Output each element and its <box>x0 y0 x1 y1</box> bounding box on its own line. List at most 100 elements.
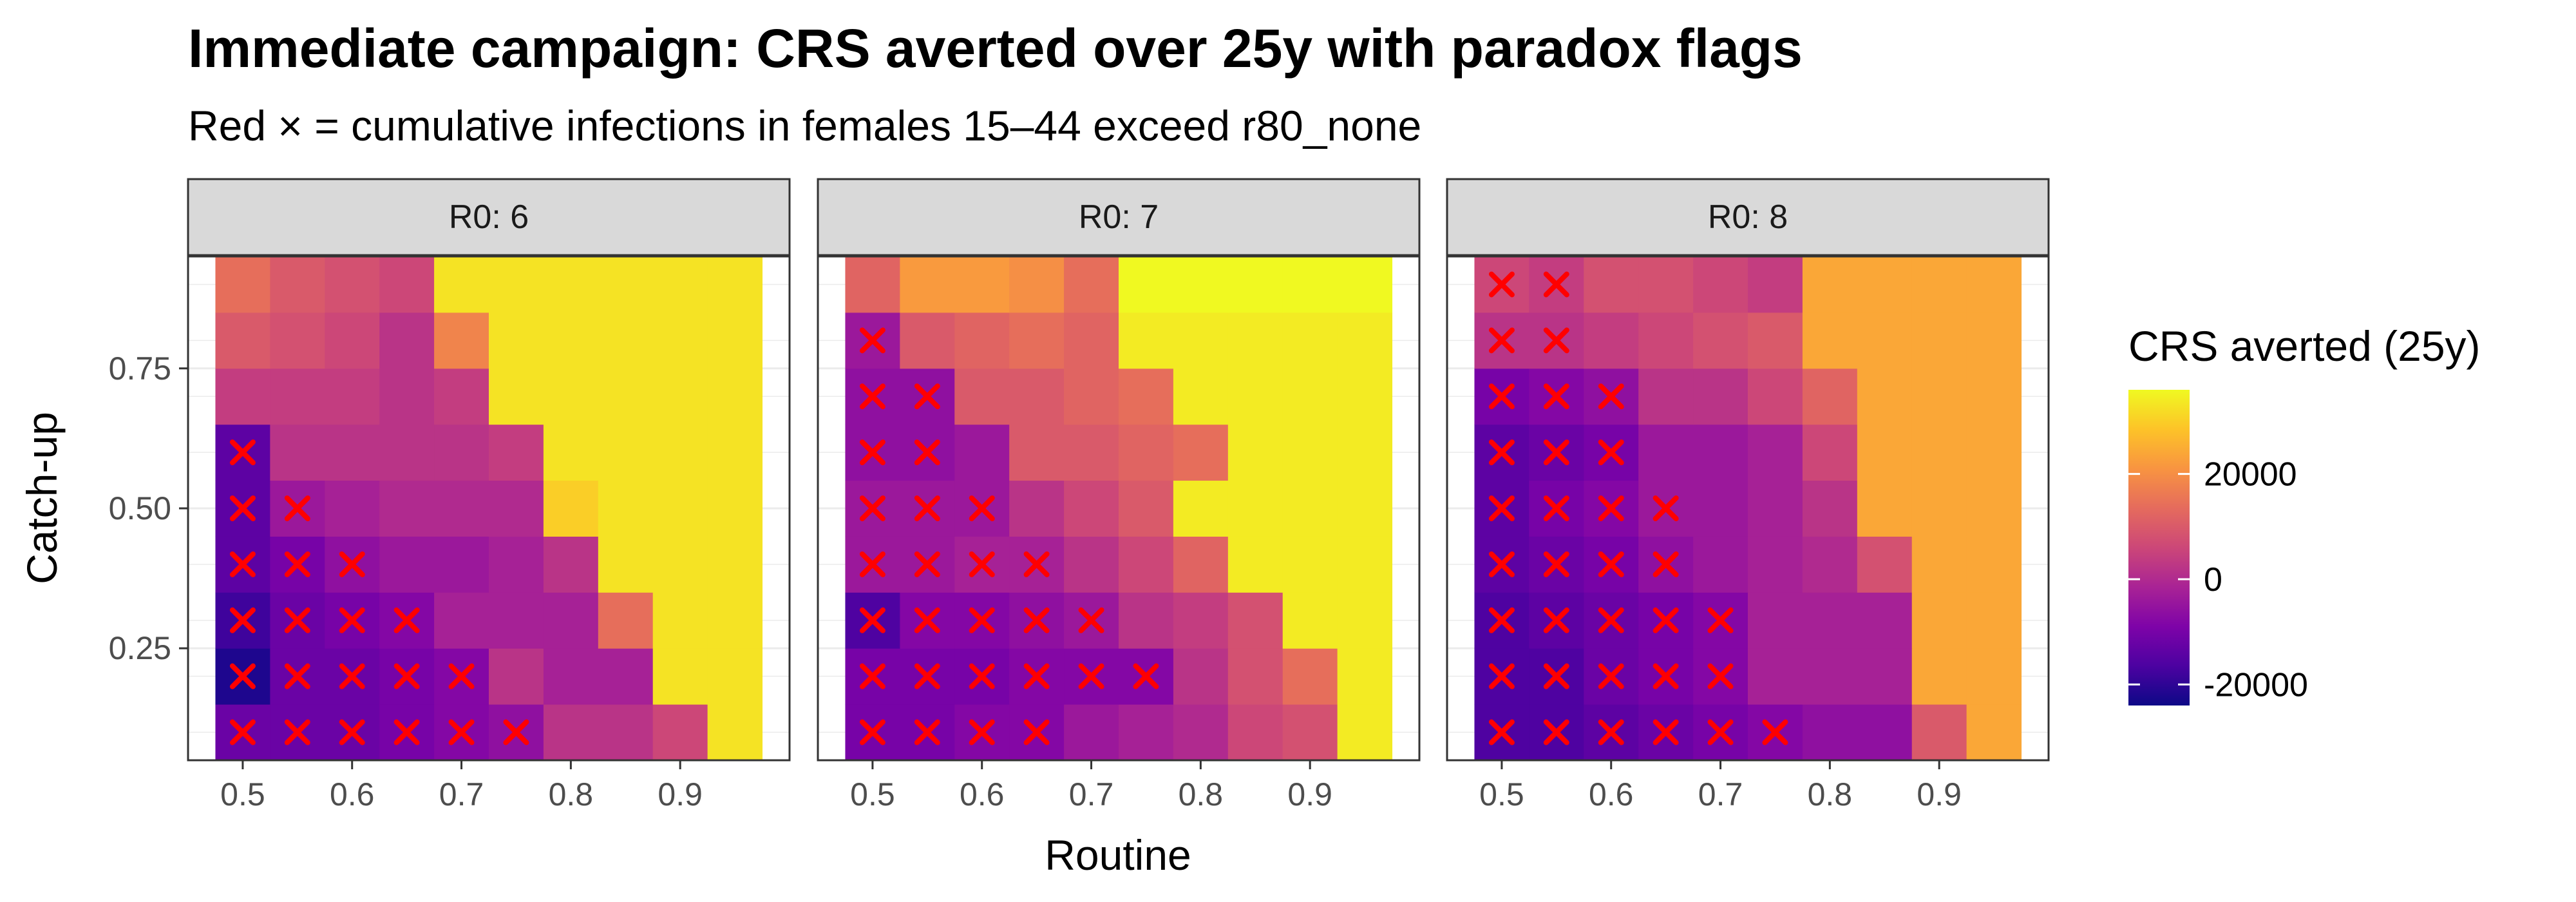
heatmap-cell <box>707 480 763 537</box>
marker-stroke <box>859 607 886 633</box>
heatmap-cell <box>1009 424 1065 481</box>
heatmap-cell <box>1064 424 1119 481</box>
marker-stroke <box>1598 719 1624 745</box>
paradox-marker <box>1707 663 1734 689</box>
marker-stroke <box>1598 551 1624 577</box>
heatmap-cell <box>900 312 955 369</box>
x-tick-label: 0.9 <box>658 776 703 812</box>
paradox-marker <box>1653 719 1679 745</box>
heatmap-cell <box>1802 368 1858 425</box>
heatmap-cell <box>598 648 654 705</box>
paradox-marker <box>448 663 475 689</box>
heatmap-cell <box>1857 480 1913 537</box>
paradox-marker <box>229 607 256 633</box>
marker-stroke <box>859 719 886 745</box>
heatmap-cell <box>270 424 325 481</box>
color-legend: CRS averted (25y) 20000 0 -20000 <box>2128 322 2481 705</box>
heatmap-cell <box>1337 536 1393 593</box>
marker-stroke <box>1488 439 1515 466</box>
heatmap-cell <box>1227 424 1283 481</box>
heatmap-cell <box>1009 368 1065 425</box>
marker-stroke <box>1598 607 1624 633</box>
marker-stroke <box>914 663 940 689</box>
heatmap-cell <box>1802 648 1858 705</box>
heatmap-cell <box>1911 312 1967 369</box>
heatmap-cell <box>1227 480 1283 537</box>
heatmap-cell <box>1227 592 1283 649</box>
paradox-marker <box>1488 495 1515 521</box>
heatmap-cell <box>1693 256 1748 313</box>
marker-stroke <box>1707 663 1734 689</box>
heatmap-cell <box>1911 648 1967 705</box>
paradox-marker <box>1543 327 1569 354</box>
heatmap-cell <box>1064 256 1119 313</box>
heatmap-cell <box>1227 256 1283 313</box>
paradox-marker <box>284 607 310 633</box>
marker-stroke <box>1488 663 1515 689</box>
heatmap-cell <box>1802 312 1858 369</box>
heatmap-cell <box>707 648 763 705</box>
marker-stroke <box>339 663 365 689</box>
heatmap-cell <box>1911 704 1967 761</box>
heatmap-cell <box>543 368 599 425</box>
heatmap-cell <box>1064 536 1119 593</box>
heatmap-cell <box>1282 648 1338 705</box>
heatmap-cell <box>1857 704 1913 761</box>
heatmap-cell <box>707 424 763 481</box>
heatmap-cell <box>1966 480 2022 537</box>
heatmap-cell <box>1802 256 1858 313</box>
marker-stroke <box>1653 719 1679 745</box>
marker-stroke <box>229 495 256 521</box>
marker-stroke <box>1488 551 1515 577</box>
heatmap-cell <box>379 312 435 369</box>
marker-stroke <box>914 551 940 577</box>
marker-stroke <box>859 327 886 354</box>
marker-stroke <box>1078 607 1104 633</box>
panel-border <box>1446 255 2050 762</box>
marker-stroke <box>229 607 256 633</box>
paradox-marker <box>859 327 886 354</box>
heatmap-cell <box>598 592 654 649</box>
paradox-marker <box>229 719 256 745</box>
heatmap-cell <box>325 424 380 481</box>
heatmap-cell <box>1173 704 1229 761</box>
heatmap-cell <box>325 480 380 537</box>
chart-subtitle: Red × = cumulative infections in females… <box>188 102 1421 149</box>
heatmap-cell <box>1857 368 1913 425</box>
heatmap-cell <box>1857 424 1913 481</box>
heatmap-cell <box>1966 592 2022 649</box>
paradox-marker <box>859 383 886 410</box>
heatmap-cell <box>707 536 763 593</box>
paradox-marker <box>859 439 886 466</box>
heatmap-cell <box>1748 368 1803 425</box>
heatmap-cell <box>845 256 900 313</box>
paradox-marker <box>1543 383 1569 410</box>
paradox-marker <box>914 719 940 745</box>
heatmap-cell <box>954 424 1010 481</box>
heatmap-cell <box>489 648 544 705</box>
marker-stroke <box>1543 439 1569 466</box>
heatmap-cell <box>543 592 599 649</box>
paradox-marker <box>1598 607 1624 633</box>
heatmap-cell <box>1693 536 1748 593</box>
heatmap-cell <box>1638 256 1694 313</box>
paradox-marker <box>393 607 420 633</box>
paradox-flags <box>229 439 529 745</box>
legend-ticks: 20000 0 -20000 <box>2128 456 2308 704</box>
heatmap-cell <box>1748 256 1803 313</box>
heatmap-cell <box>1173 648 1229 705</box>
x-tick-label: 0.7 <box>439 776 484 812</box>
facet-panel: R0: 6 0.5 0.6 0.7 0.8 0.9 0.75 0.50 0.25 <box>109 178 791 812</box>
marker-stroke <box>1023 551 1050 577</box>
marker-stroke <box>859 439 886 466</box>
paradox-marker <box>914 383 940 410</box>
x-tick-label: 0.6 <box>330 776 375 812</box>
heatmap-cell <box>1802 704 1858 761</box>
marker-stroke <box>229 719 256 745</box>
marker-stroke <box>914 439 940 466</box>
marker-stroke <box>284 719 310 745</box>
marker-stroke <box>339 607 365 633</box>
marker-stroke <box>914 383 940 410</box>
y-tick-label: 0.75 <box>109 350 171 387</box>
heatmap-cell <box>1857 648 1913 705</box>
